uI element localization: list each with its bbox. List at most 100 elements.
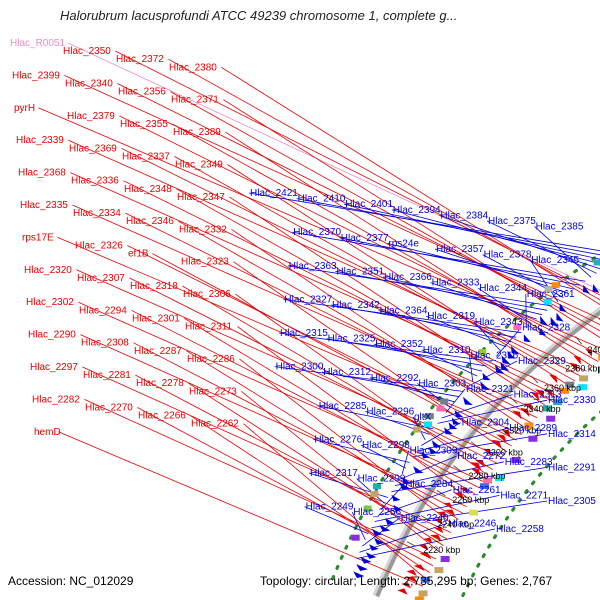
forward-gene-label: Hlac_2302 (26, 297, 74, 308)
reverse-leader-line (274, 366, 464, 392)
reverse-gene-arrow (428, 446, 439, 454)
forward-gene-label: Hlac_2278 (136, 378, 184, 389)
composition-block (483, 477, 493, 484)
reverse-gene-label: Hlac_2329 (518, 356, 566, 367)
reverse-gene-label: Hlac_2291 (548, 462, 596, 473)
forward-gene-arrow (573, 355, 581, 365)
forward-leader-line (135, 374, 448, 540)
forward-gene-label: Hlac_2290 (28, 330, 76, 341)
reverse-gene-label: Hlac_2342 (332, 300, 380, 311)
composition-block (551, 282, 560, 289)
forward-leader-line (221, 66, 600, 306)
forward-gene-label: Hlac_2340 (65, 79, 113, 90)
reverse-gene-label: Hlac_2240 (401, 513, 449, 524)
reverse-gene-arrow (385, 518, 395, 525)
reverse-gene-label: Hlac_2344 (479, 283, 527, 294)
scale-tick (421, 515, 431, 522)
forward-gene-arrow (429, 534, 442, 542)
reverse-gene-label: Hlac_2317 (310, 468, 358, 479)
reverse-leader-line (421, 422, 461, 446)
reverse-gene-label: gltX (414, 412, 432, 423)
reverse-gene-arrow (379, 524, 391, 532)
composition-block (598, 354, 600, 361)
reverse-gene-arrow (540, 315, 549, 326)
forward-gene-arrow (501, 429, 511, 438)
composition-block (511, 456, 521, 463)
reverse-leader-line (469, 355, 474, 382)
reverse-leader-line (317, 405, 434, 430)
reverse-leader-line (401, 450, 409, 475)
forward-leader-line (72, 204, 543, 413)
forward-gene-arrow (444, 509, 456, 517)
scale-tick-label: 2260 kbp (452, 495, 489, 505)
forward-leader-line (78, 301, 484, 483)
reverse-gene-arrow (559, 303, 567, 313)
outer-dotted-ring (459, 410, 600, 600)
reverse-leader-line (292, 231, 586, 282)
composition-block (543, 405, 553, 412)
forward-gene-label: Hlac_2337 (122, 151, 170, 162)
reverse-gene-arrow (539, 327, 547, 336)
reverse-leader-line (534, 226, 592, 278)
reverse-gene-label: Hlac_2394 (393, 205, 441, 216)
composition-block (436, 405, 445, 412)
reverse-gene-label: Hlac_2292 (371, 373, 419, 384)
reverse-leader-line (362, 517, 401, 547)
composition-block (543, 298, 552, 305)
forward-leader-line (127, 245, 517, 441)
forward-leader-line (182, 285, 494, 470)
reverse-leader-line (391, 467, 548, 492)
reverse-gene-label: Hlac_2330 (548, 395, 596, 406)
reverse-gene-label: Hlac_2303 (418, 378, 466, 389)
reverse-gene-label: Hlac_2352 (375, 339, 423, 350)
reverse-leader-line (394, 461, 504, 487)
scale-tick-label: 2300 kbp (486, 448, 523, 458)
reverse-leader-line (369, 377, 455, 403)
forward-leader-line (235, 293, 489, 476)
reverse-gene-label: Hlac_2316 (470, 350, 518, 361)
reverse-gene-label: Hlac_2410 (298, 194, 346, 205)
reverse-gene-label: Hlac_2283 (505, 457, 553, 468)
forward-gene-label: Hlac_2332 (179, 224, 227, 235)
scale-tick (406, 541, 417, 547)
reverse-gene-label: Hlac_2343 (475, 317, 523, 328)
genome-summary-label: Topology: circular; Length: 2,735,295 bp… (260, 574, 553, 588)
reverse-gene-arrow (399, 481, 410, 490)
forward-leader-line (168, 58, 600, 301)
reverse-gene-label: Hlac_2300 (276, 362, 324, 373)
reverse-gene-label: Hlac_2304 (462, 418, 510, 429)
forward-gene-arrow (413, 564, 425, 571)
forward-leader-line (115, 50, 600, 296)
scale-tick-label: 2280 kbp (469, 471, 506, 481)
forward-gene-arrow (524, 403, 533, 411)
forward-gene-label: Hlac_2389 (173, 127, 221, 138)
composition-block (579, 375, 589, 382)
forward-gene-label: Hlac_2281 (83, 370, 131, 381)
forward-leader-line (186, 350, 459, 520)
scale-tick-label: 2380 kbp (565, 363, 600, 373)
forward-leader-line (121, 147, 582, 377)
forward-gene-arrow (419, 552, 432, 560)
composition-block (598, 367, 600, 374)
forward-gene-label: Hlac_2356 (118, 87, 166, 98)
reverse-gene-arrow (582, 284, 590, 294)
label-text-group: 2220 kbp 2240 kbp 2260 kbp 2280 kbp 2300 kbp… (10, 38, 600, 555)
forward-leader-line (184, 318, 476, 495)
reverse-gene-arrow (431, 440, 442, 448)
reverse-gene-label: Hlac_2309 (410, 446, 458, 457)
forward-leader-line (174, 156, 576, 382)
reverse-gene-label: Hlac_2364 (380, 306, 428, 317)
forward-leader-line (67, 42, 600, 291)
composition-block (528, 435, 538, 442)
forward-gene-arrow (453, 492, 465, 500)
reverse-leader-line (529, 259, 559, 302)
composition-block (553, 399, 563, 406)
reverse-gene-label: Hlac_2310 (423, 345, 471, 356)
map-title: Halorubrum lacusprofundi ATCC 49239 chro… (60, 8, 458, 23)
forward-leader-line (117, 83, 600, 326)
forward-gene-label: Hlac_2347 (177, 192, 225, 203)
reverse-gene-label: Hlac_2246 (448, 518, 496, 529)
forward-gene-arrow (423, 537, 433, 544)
reverse-gene-arrow (413, 466, 424, 474)
forward-gene-arrow (569, 362, 578, 372)
